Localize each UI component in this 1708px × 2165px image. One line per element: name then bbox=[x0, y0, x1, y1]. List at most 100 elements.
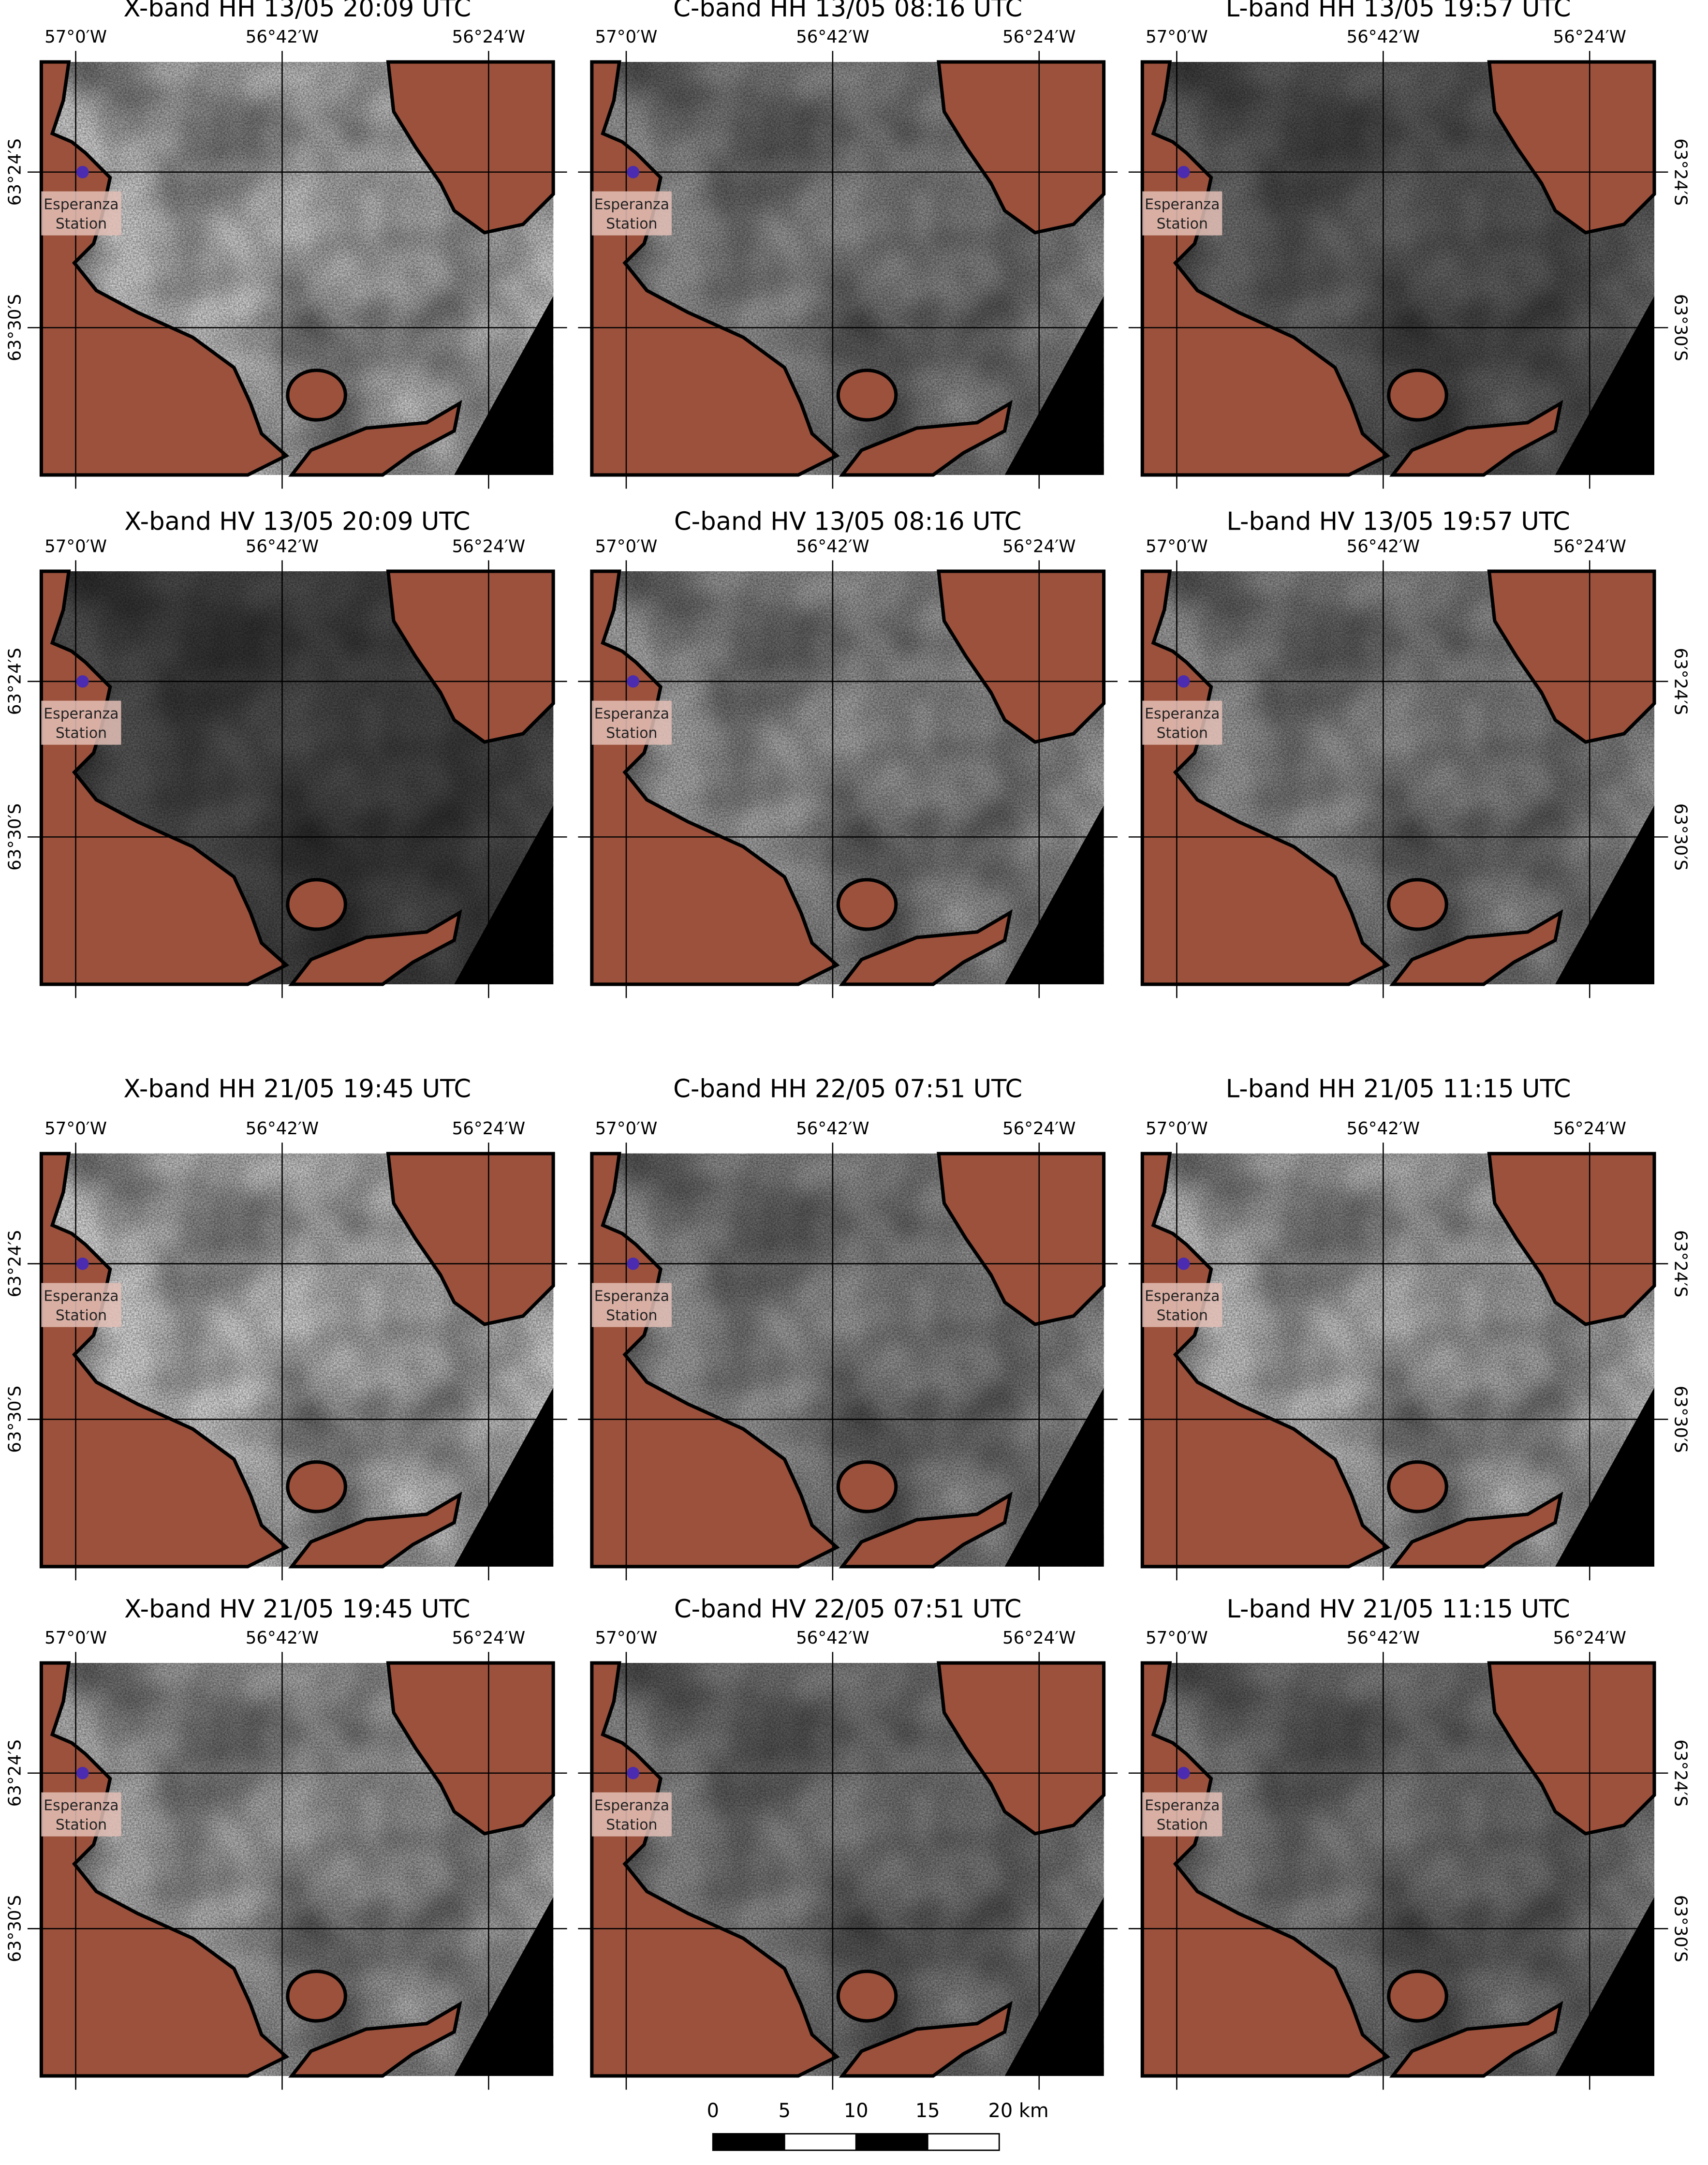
longitude-label: 56°24′W bbox=[1553, 536, 1626, 556]
island bbox=[836, 1460, 898, 1513]
no-data-area bbox=[1555, 805, 1654, 984]
land bbox=[1487, 569, 1656, 744]
station-marker bbox=[1177, 1257, 1190, 1270]
station-label: Esperanza bbox=[44, 1288, 118, 1305]
panel-title: C-band HV 22/05 07:51 UTC bbox=[674, 1595, 1022, 1624]
longitude-label: 56°24′W bbox=[452, 1628, 526, 1648]
latitude-label: 63°30′S bbox=[5, 294, 25, 361]
panel-title: L-band HV 13/05 19:57 UTC bbox=[1226, 507, 1570, 536]
longitude-label: 56°42′W bbox=[1347, 536, 1420, 556]
longitude-label: 56°42′W bbox=[246, 1119, 319, 1139]
island bbox=[1387, 1970, 1448, 2023]
station-label: Esperanza bbox=[1145, 706, 1220, 723]
no-data-area bbox=[454, 1387, 554, 1567]
island bbox=[1387, 878, 1448, 931]
station-label: Station bbox=[1157, 1816, 1208, 1833]
station-marker bbox=[76, 165, 89, 178]
land bbox=[288, 1491, 462, 1569]
land bbox=[288, 2001, 462, 2078]
panel-title: L-band HV 21/05 11:15 UTC bbox=[1226, 1595, 1570, 1624]
station-marker bbox=[76, 1257, 89, 1270]
land bbox=[839, 1491, 1013, 1569]
longitude-label: 56°42′W bbox=[1347, 1119, 1420, 1139]
station-label-box bbox=[591, 1283, 672, 1327]
land bbox=[386, 1661, 555, 1836]
station-label-box bbox=[41, 191, 121, 236]
latitude-label: 63°24′S bbox=[1671, 1739, 1691, 1807]
map-panel: Esperanza Station bbox=[578, 1142, 1118, 1581]
station-marker bbox=[1177, 1766, 1190, 1779]
land bbox=[386, 60, 555, 235]
map-panel: Esperanza Station bbox=[27, 51, 567, 489]
station-marker bbox=[627, 1766, 640, 1779]
station-label-box bbox=[591, 1792, 672, 1837]
longitude-label: 57°0′W bbox=[1146, 27, 1208, 47]
station-label: Esperanza bbox=[44, 1797, 118, 1814]
latitude-label: 63°30′S bbox=[5, 1895, 25, 1962]
station-label: Esperanza bbox=[44, 706, 118, 723]
station-marker bbox=[627, 165, 640, 178]
land bbox=[937, 1661, 1106, 1836]
latitude-label: 63°24′S bbox=[5, 138, 25, 206]
station-label-box bbox=[41, 1792, 121, 1837]
land bbox=[288, 400, 462, 477]
station-marker bbox=[76, 1766, 89, 1779]
longitude-label: 57°0′W bbox=[44, 1628, 107, 1648]
longitude-label: 57°0′W bbox=[44, 1119, 107, 1139]
land bbox=[937, 1152, 1106, 1326]
map-panel: Esperanza Station bbox=[578, 1652, 1118, 2090]
panel-title: X-band HH 13/05 20:09 UTC bbox=[123, 0, 471, 23]
station-label: Esperanza bbox=[1145, 1288, 1220, 1305]
station-label-box bbox=[41, 1283, 121, 1327]
land bbox=[1389, 400, 1563, 477]
panel-title: C-band HH 13/05 08:16 UTC bbox=[673, 0, 1022, 23]
land bbox=[1487, 60, 1656, 235]
island bbox=[286, 1970, 347, 2023]
longitude-label: 57°0′W bbox=[595, 1628, 658, 1648]
longitude-label: 56°42′W bbox=[1347, 27, 1420, 47]
latitude-label: 63°30′S bbox=[1671, 294, 1691, 361]
scale-bar-label: 20 km bbox=[988, 2100, 1049, 2122]
no-data-area bbox=[1555, 1387, 1654, 1567]
longitude-label: 57°0′W bbox=[595, 1119, 658, 1139]
station-label-box bbox=[591, 700, 672, 745]
longitude-label: 56°42′W bbox=[796, 536, 869, 556]
map-panel: Esperanza Station bbox=[1128, 1142, 1668, 1581]
scale-bar-segment bbox=[855, 2133, 928, 2151]
longitude-label: 56°42′W bbox=[796, 27, 869, 47]
longitude-label: 56°42′W bbox=[796, 1119, 869, 1139]
map-panel: Esperanza Station bbox=[1128, 1652, 1668, 2090]
longitude-label: 56°42′W bbox=[1347, 1628, 1420, 1648]
station-marker bbox=[627, 675, 640, 688]
station-label: Esperanza bbox=[1145, 196, 1220, 213]
land bbox=[386, 569, 555, 744]
latitude-label: 63°30′S bbox=[5, 1386, 25, 1453]
map-panel: Esperanza Station bbox=[1128, 560, 1668, 998]
station-marker bbox=[627, 1257, 640, 1270]
latitude-label: 63°30′S bbox=[5, 803, 25, 871]
longitude-label: 56°42′W bbox=[246, 27, 319, 47]
longitude-label: 56°24′W bbox=[1553, 27, 1626, 47]
longitude-label: 57°0′W bbox=[595, 27, 658, 47]
longitude-label: 56°24′W bbox=[1553, 1628, 1626, 1648]
station-label: Esperanza bbox=[594, 1288, 669, 1305]
station-label: Station bbox=[56, 725, 107, 741]
map-panel: Esperanza Station bbox=[27, 1142, 567, 1581]
station-marker bbox=[1177, 165, 1190, 178]
map-panel: Esperanza Station bbox=[27, 1652, 567, 2090]
land bbox=[386, 1152, 555, 1326]
scale-bar-label: 5 bbox=[779, 2100, 791, 2122]
scale-bar-segment bbox=[783, 2133, 857, 2151]
station-label: Station bbox=[56, 215, 107, 232]
station-label: Station bbox=[606, 1307, 657, 1324]
latitude-label: 63°24′S bbox=[5, 648, 25, 715]
land bbox=[1487, 1152, 1656, 1326]
land bbox=[839, 400, 1013, 477]
station-label: Esperanza bbox=[1145, 1797, 1220, 1814]
longitude-label: 56°24′W bbox=[452, 536, 526, 556]
map-panel: Esperanza Station bbox=[578, 560, 1118, 998]
map-panel: Esperanza Station bbox=[578, 51, 1118, 489]
station-label: Station bbox=[606, 725, 657, 741]
